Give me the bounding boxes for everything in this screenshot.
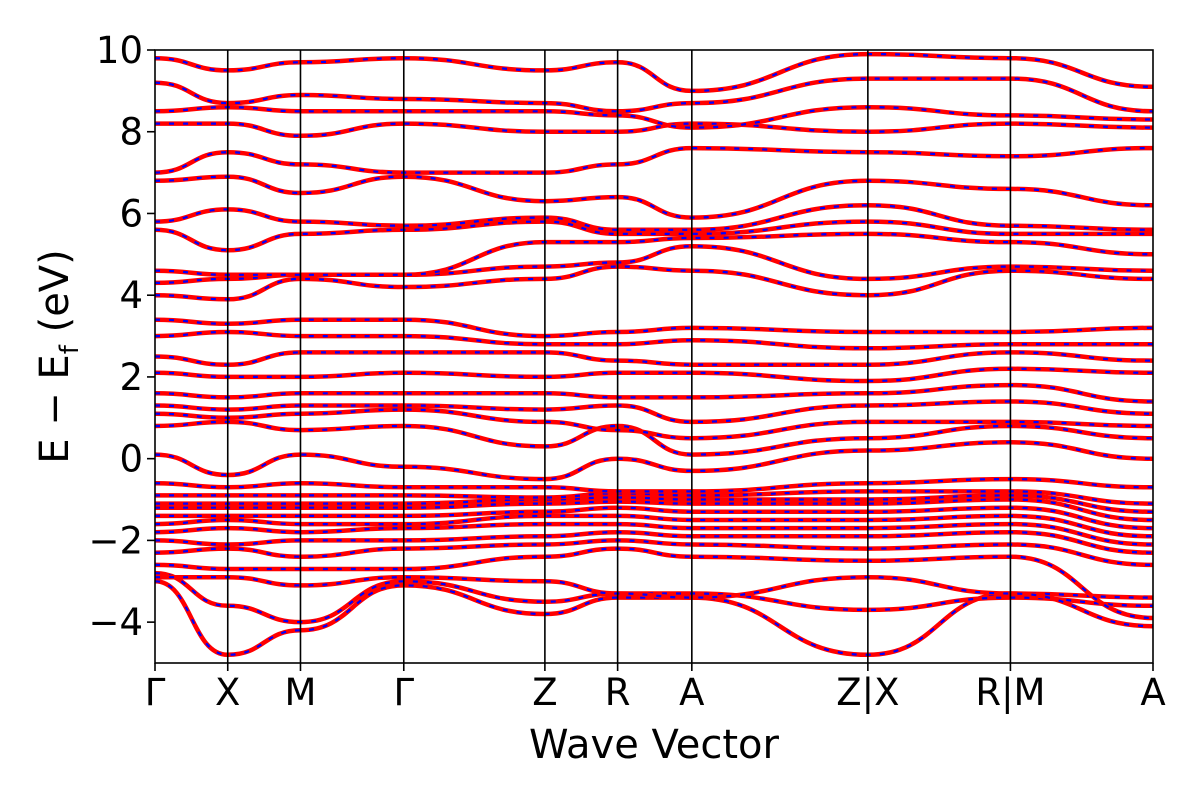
y-tick-label: 4 (119, 274, 143, 317)
x-tick-label: Γ (145, 671, 166, 714)
band-line-dashed (155, 330, 1153, 350)
k-point-lines (226, 50, 1012, 663)
band-20 (155, 350, 1153, 367)
band-23 (155, 264, 1153, 302)
band-line-solid (155, 419, 1153, 457)
band-line-solid (155, 407, 1153, 441)
band-7 (155, 521, 1153, 547)
band-line-dashed (155, 265, 1153, 301)
band-line-solid (155, 51, 1153, 94)
band-line-dashed (155, 531, 1153, 554)
x-tick-label: Γ (393, 671, 414, 714)
band-27 (155, 203, 1153, 233)
band-1 (155, 579, 1153, 658)
band-18 (155, 382, 1153, 404)
band-32 (155, 76, 1153, 114)
band-30 (155, 121, 1153, 139)
band-line-dashed (155, 122, 1153, 137)
band-line-dashed (155, 490, 1153, 505)
band-line-solid (155, 317, 1153, 339)
band-line-dashed (155, 204, 1153, 231)
band-9 (155, 505, 1153, 531)
band-22 (155, 317, 1153, 339)
band-28 (155, 174, 1153, 220)
band-17 (155, 399, 1153, 425)
band-line-solid (155, 121, 1153, 139)
band-16 (155, 407, 1153, 441)
band-19 (155, 366, 1153, 384)
y-ticks: −4 −2 0 2 4 6 8 10 (88, 29, 155, 644)
band-14 (155, 440, 1153, 482)
band-line-solid (155, 399, 1153, 425)
band-line-dashed (155, 351, 1153, 366)
band-3 (155, 574, 1153, 629)
x-tick-label: M (285, 671, 317, 714)
x-tick-label: X (215, 671, 240, 714)
x-ticks: Γ X M Γ Z R A Z|X R|M A (145, 663, 1166, 714)
band-11 (155, 493, 1153, 515)
band-line-dashed (155, 477, 1153, 493)
band-line-solid (155, 174, 1153, 220)
band-lines (155, 51, 1153, 658)
band-line-dashed (155, 441, 1153, 481)
band-21 (155, 329, 1153, 351)
x-tick-label: Z|X (836, 671, 899, 714)
x-tick-label: A (1140, 671, 1165, 714)
band-line-solid (155, 329, 1153, 351)
band-33 (155, 51, 1153, 94)
band-line-solid (155, 264, 1153, 302)
band-line-dashed (155, 175, 1153, 219)
x-axis-label: Wave Vector (529, 722, 780, 768)
band-line-dashed (155, 367, 1153, 383)
band-line-dashed (155, 232, 1153, 276)
band-line-solid (155, 350, 1153, 367)
band-25 (155, 231, 1153, 278)
y-axis-label-unit: (eV) (32, 249, 78, 345)
band-line-dashed (155, 318, 1153, 338)
band-line-solid (155, 440, 1153, 482)
band-29 (155, 145, 1153, 175)
band-line-dashed (155, 522, 1153, 546)
band-line-dashed (155, 514, 1153, 538)
x-tick-label: R (605, 671, 631, 714)
band-line-dashed (155, 383, 1153, 403)
band-line-solid (155, 145, 1153, 175)
x-tick-label: R|M (975, 671, 1045, 714)
band-6 (155, 529, 1153, 555)
y-tick-label: 2 (119, 356, 143, 399)
band-line-dashed (155, 572, 1153, 624)
x-tick-label: A (679, 671, 704, 714)
band-8 (155, 513, 1153, 539)
y-tick-label: 0 (119, 438, 143, 481)
band-line-dashed (155, 146, 1153, 174)
y-tick-label: −4 (88, 601, 143, 644)
band-line-solid (155, 382, 1153, 404)
band-line-dashed (155, 498, 1153, 522)
band-26 (155, 219, 1153, 253)
y-axis-label-main: E − E (32, 354, 78, 464)
x-tick-label: Z (532, 671, 557, 714)
band-line-solid (155, 366, 1153, 384)
band-5 (155, 538, 1153, 568)
y-tick-label: 8 (119, 111, 143, 154)
y-tick-label: 6 (119, 192, 143, 235)
y-tick-label: −2 (88, 519, 143, 562)
band-line-solid (155, 579, 1153, 658)
band-line-solid (155, 574, 1153, 629)
band-15 (155, 419, 1153, 457)
y-axis-label: E − Ef (eV) (32, 249, 85, 464)
band-line-dashed (155, 506, 1153, 530)
band-line-dashed (155, 220, 1153, 252)
band-12 (155, 489, 1153, 506)
band-line-dashed (155, 77, 1153, 113)
plot-frame (154, 49, 1154, 664)
band-line-solid (155, 538, 1153, 568)
y-axis-label-subscript: f (55, 344, 85, 354)
band-line-dashed (155, 494, 1153, 513)
y-tick-label: 10 (96, 29, 143, 72)
band-13 (155, 476, 1153, 494)
band-10 (155, 497, 1153, 523)
band-2 (155, 570, 1153, 625)
